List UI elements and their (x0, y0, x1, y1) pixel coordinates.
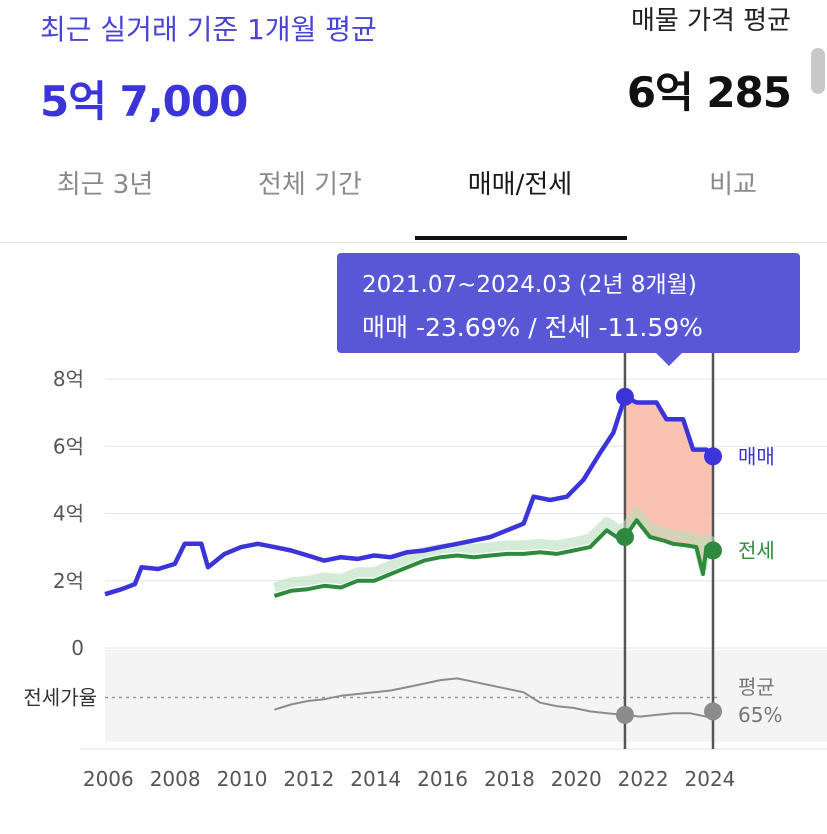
tooltip-change: 매매 -23.69% / 전세 -11.59% (362, 313, 703, 342)
x-tick-label: 2014 (350, 767, 401, 791)
scrollbar-thumb[interactable] (811, 48, 825, 94)
listing-price-label: 매물 가격 평균 (630, 6, 791, 36)
jeonse-price-line (273, 518, 714, 598)
jeonse-point-marker (704, 541, 722, 560)
y-tick-label: 8억 (53, 367, 84, 391)
tab-all-periods[interactable]: 전체 기간 (258, 170, 362, 200)
jeonse-series-label: 전세 (738, 538, 775, 562)
x-tick-label: 2012 (283, 767, 334, 791)
recent-transaction-value: 5억 7,000 (40, 77, 248, 126)
jeonse-range-band (272, 506, 716, 593)
listing-price-stat: 매물 가격 평균 6억 285 (626, 0, 792, 120)
ratio-average-value: 65% (738, 703, 782, 727)
tooltip-arrow (655, 352, 683, 366)
recent-transaction-label: 최근 실거래 기준 1개월 평균 (40, 13, 377, 46)
recent-transaction-stat: 최근 실거래 기준 1개월 평균 5억 7,000 (40, 8, 377, 129)
jeonse-point-marker (615, 528, 634, 547)
x-tick-label: 2010 (217, 767, 268, 791)
x-tick-label: 2024 (685, 767, 736, 791)
period-tabs: 최근 3년 전체 기간 매매/전세 비교 (0, 150, 827, 243)
listing-price-value: 6억 285 (626, 68, 792, 117)
y-tick-label: 0 (71, 636, 84, 660)
jeonse-ratio-line (274, 677, 714, 718)
x-tick-label: 2018 (484, 767, 535, 791)
sale-point-marker (615, 387, 634, 406)
tooltip-period: 2021.07~2024.03 (2년 8개월) (362, 272, 697, 298)
tab-sale-jeonse[interactable]: 매매/전세 (467, 170, 573, 200)
y-tick-label: 2억 (53, 569, 84, 593)
range-tooltip: 2021.07~2024.03 (2년 8개월) 매매 -23.69% / 전세… (337, 253, 800, 353)
sale-point-marker (704, 447, 722, 466)
y-tick-label: 6억 (53, 434, 84, 458)
tab-recent-3-years[interactable]: 최근 3년 (56, 170, 154, 200)
ratio-average-label: 평균 (738, 675, 775, 699)
ratio-point-marker (615, 705, 634, 724)
ratio-axis-label: 전세가율 (23, 686, 97, 710)
ratio-band-background (105, 650, 827, 742)
tab-compare[interactable]: 비교 (709, 170, 757, 200)
x-tick-label: 2008 (150, 767, 201, 791)
ratio-point-marker (704, 702, 722, 721)
active-tab-indicator (415, 236, 627, 240)
x-tick-label: 2020 (551, 767, 602, 791)
sale-series-label: 매매 (738, 444, 775, 468)
y-tick-label: 4억 (53, 502, 84, 526)
x-tick-label: 2006 (83, 767, 134, 791)
x-tick-label: 2016 (417, 767, 468, 791)
x-tick-label: 2022 (618, 767, 669, 791)
